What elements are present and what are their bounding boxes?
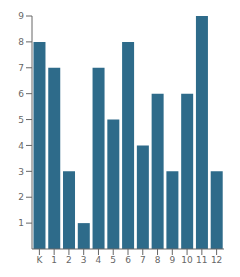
svg-text:K: K xyxy=(36,255,43,265)
svg-text:5: 5 xyxy=(110,255,116,265)
svg-text:8: 8 xyxy=(18,37,24,47)
svg-text:4: 4 xyxy=(96,255,102,265)
svg-text:4: 4 xyxy=(18,141,24,151)
svg-text:9: 9 xyxy=(169,255,175,265)
svg-text:3: 3 xyxy=(81,255,87,265)
svg-text:1: 1 xyxy=(18,218,24,228)
svg-text:6: 6 xyxy=(125,255,131,265)
svg-text:7: 7 xyxy=(140,255,146,265)
svg-text:11: 11 xyxy=(196,255,207,265)
svg-text:10: 10 xyxy=(181,255,193,265)
svg-text:5: 5 xyxy=(18,115,24,125)
svg-text:2: 2 xyxy=(18,192,24,202)
svg-text:7: 7 xyxy=(18,63,24,73)
svg-text:8: 8 xyxy=(155,255,161,265)
svg-text:6: 6 xyxy=(18,89,24,99)
svg-text:1: 1 xyxy=(51,255,57,265)
svg-text:3: 3 xyxy=(18,167,24,177)
svg-text:9: 9 xyxy=(18,11,24,21)
svg-text:2: 2 xyxy=(66,255,72,265)
svg-text:12: 12 xyxy=(211,255,222,265)
